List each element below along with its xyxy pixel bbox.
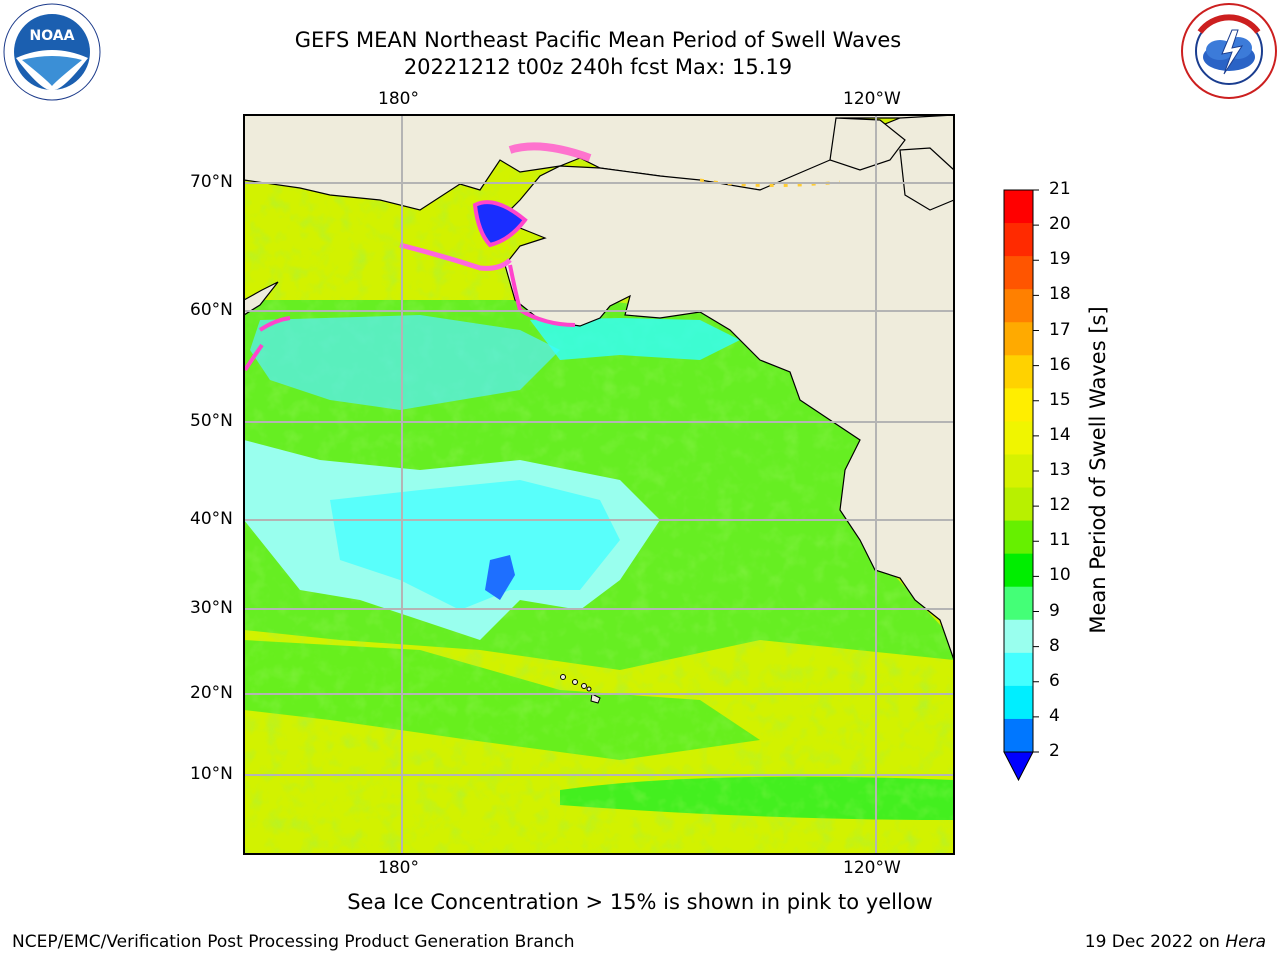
colorbar-segment — [1004, 619, 1033, 654]
colorbar-tick-label: 2 — [1049, 741, 1060, 761]
lon-label-top-120w: 120°W — [843, 89, 901, 109]
colorbar-segment — [1004, 553, 1033, 588]
colorbar-tick-label: 8 — [1049, 635, 1060, 656]
colorbar-tick-label: 6 — [1049, 670, 1060, 691]
colorbar-tick-label: 9 — [1049, 600, 1060, 621]
colorbar-segment — [1004, 355, 1033, 389]
colorbar-tick-label: 12 — [1049, 495, 1071, 516]
deep-blue-patch — [485, 555, 515, 600]
lat-label-40n: 40°N — [190, 509, 233, 529]
lon-label-bottom-180: 180° — [378, 858, 419, 878]
colorbar-tick-label: 19 — [1049, 249, 1071, 270]
colorbar-segment — [1004, 652, 1033, 687]
colorbar-tick-label: 4 — [1049, 705, 1060, 726]
colorbar-segment — [1004, 289, 1033, 323]
sea-ice-patch — [472, 200, 528, 248]
colorbar-segment — [1004, 685, 1033, 720]
colorbar-tick-label: 21 — [1049, 179, 1071, 199]
footer-date-text: 19 Dec 2022 on — [1084, 932, 1226, 952]
footer-host: Hera — [1225, 932, 1266, 952]
colorbar-segment — [1004, 322, 1033, 356]
noaa-logo-text: NOAA — [30, 28, 75, 44]
colorbar-segment — [1004, 487, 1033, 522]
colorbar-segment — [1004, 256, 1033, 290]
colorbar-extend-arrow — [1003, 751, 1034, 782]
nws-logo-icon — [1181, 3, 1277, 99]
colorbar-tick-label: 10 — [1049, 565, 1071, 586]
colorbar-tick-label: 20 — [1049, 214, 1071, 235]
colorbar-segment — [1004, 190, 1033, 224]
colorbar-segment — [1004, 421, 1033, 455]
lat-label-50n: 50°N — [190, 411, 233, 431]
colorbar-segment — [1004, 520, 1033, 555]
noaa-logo-icon: NOAA — [3, 3, 101, 101]
chart-title: GEFS MEAN Northeast Pacific Mean Period … — [294, 28, 902, 52]
sea-ice-note: Sea Ice Concentration > 15% is shown in … — [347, 890, 933, 914]
colorbar-tick-label: 18 — [1049, 284, 1071, 305]
colorbar-segment — [1004, 223, 1033, 257]
graticule — [244, 115, 954, 854]
lat-label-70n: 70°N — [190, 172, 233, 192]
map-area — [244, 115, 954, 854]
footer-date: 19 Dec 2022 on Hera — [1085, 932, 1266, 952]
colorbar-tick-label: 14 — [1049, 424, 1071, 445]
colorbar-tick-label: 15 — [1049, 389, 1071, 410]
colorbar-tick-label: 16 — [1049, 354, 1071, 375]
hawaii-islands — [560, 674, 601, 704]
colorbar-tick-label: 17 — [1049, 319, 1071, 340]
colorbar-segment — [1004, 454, 1033, 489]
colorbar-segment — [1004, 586, 1033, 621]
colorbar-tick-label: 13 — [1049, 460, 1071, 480]
colorbar-tick-label: 11 — [1049, 530, 1071, 551]
lon-label-bottom-120w: 120°W — [843, 858, 901, 878]
colorbar — [1003, 189, 1039, 782]
lon-label-top-180: 180° — [378, 89, 419, 109]
chart-subtitle: 20221212 t00z 240h fcst Max: 15.19 — [403, 55, 793, 79]
colorbar-segment — [1004, 718, 1033, 753]
colorbar-segment — [1004, 388, 1033, 422]
lat-label-20n: 20°N — [190, 683, 233, 703]
footer-credit: NCEP/EMC/Verification Post Processing Pr… — [12, 932, 575, 952]
map-frame — [243, 114, 955, 855]
lat-label-10n: 10°N — [190, 764, 233, 784]
lat-label-60n: 60°N — [190, 300, 233, 320]
lat-label-30n: 30°N — [190, 598, 233, 618]
colorbar-label: Mean Period of Swell Waves [s] — [1086, 306, 1110, 634]
